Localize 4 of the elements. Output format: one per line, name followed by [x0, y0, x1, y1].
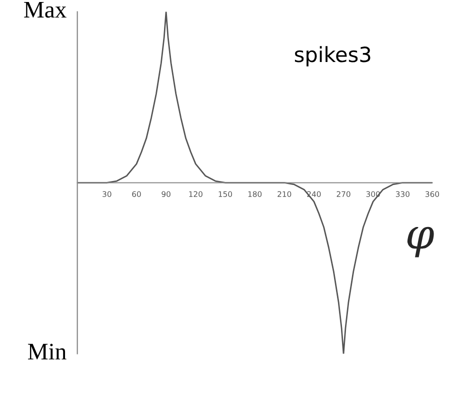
text: Max: [24, 2, 66, 18]
text: Min: [28, 344, 66, 360]
annotation: spikes3: [294, 46, 370, 66]
x-axis-title: φ: [407, 226, 434, 258]
